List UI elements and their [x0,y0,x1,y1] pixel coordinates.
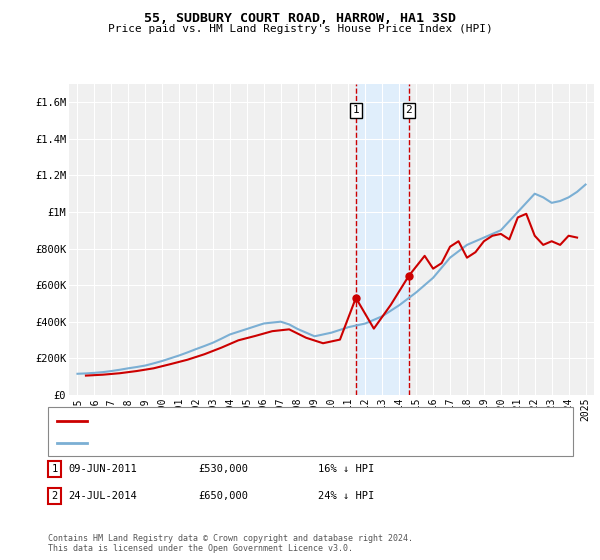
Text: £650,000: £650,000 [198,491,248,501]
Text: 1: 1 [353,105,359,115]
Text: HPI: Average price, detached house, Brent: HPI: Average price, detached house, Bren… [91,437,332,447]
Text: £530,000: £530,000 [198,464,248,474]
Bar [356,84,409,395]
Text: 24-JUL-2014: 24-JUL-2014 [68,491,137,501]
Text: 09-JUN-2011: 09-JUN-2011 [68,464,137,474]
Text: 2: 2 [406,105,412,115]
Text: Price paid vs. HM Land Registry's House Price Index (HPI): Price paid vs. HM Land Registry's House … [107,24,493,34]
Text: 1: 1 [52,464,58,474]
Text: 16% ↓ HPI: 16% ↓ HPI [318,464,374,474]
Text: 24% ↓ HPI: 24% ↓ HPI [318,491,374,501]
Text: 55, SUDBURY COURT ROAD, HARROW, HA1 3SD: 55, SUDBURY COURT ROAD, HARROW, HA1 3SD [144,12,456,25]
Text: 2: 2 [52,491,58,501]
Text: Contains HM Land Registry data © Crown copyright and database right 2024.
This d: Contains HM Land Registry data © Crown c… [48,534,413,553]
Text: 55, SUDBURY COURT ROAD, HARROW, HA1 3SD (detached house): 55, SUDBURY COURT ROAD, HARROW, HA1 3SD … [91,416,420,426]
